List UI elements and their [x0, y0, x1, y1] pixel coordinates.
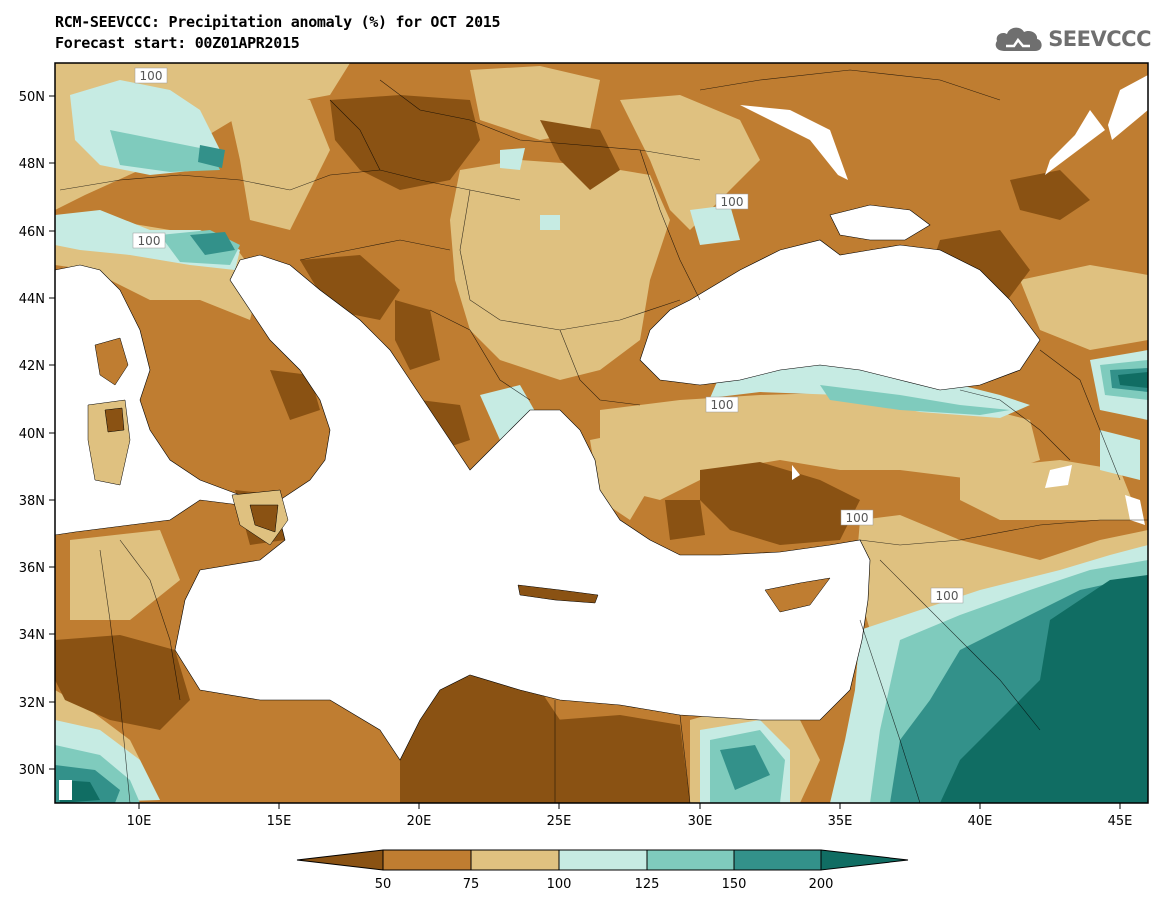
contour-label: 100 — [846, 511, 869, 525]
colorbar-label: 150 — [722, 877, 747, 892]
colorbar — [296, 849, 909, 871]
colorbar-segment — [470, 849, 560, 871]
lat-tick-label: 32N — [19, 696, 45, 711]
map-field — [55, 63, 1148, 803]
lat-tick-label: 42N — [19, 359, 45, 374]
lon-tick-label: 25E — [547, 814, 572, 829]
forecast-start: Forecast start: 00Z01APR2015 — [55, 34, 300, 52]
colorbar-segment — [296, 849, 384, 871]
contour-label: 100 — [711, 398, 734, 412]
lat-tick-label: 40N — [19, 427, 45, 442]
colorbar-label: 200 — [809, 877, 834, 892]
contour-label: 100 — [721, 195, 744, 209]
colorbar-label: 100 — [547, 877, 572, 892]
contour-labels: 100 100 100 100 100 100 — [132, 67, 964, 604]
map-title: RCM-SEEVCCC: Precipitation anomaly (%) f… — [55, 13, 501, 31]
lon-tick-label: 35E — [828, 814, 853, 829]
lat-tick-label: 48N — [19, 157, 45, 172]
lat-tick-label: 38N — [19, 494, 45, 509]
colorbar-segment — [646, 849, 735, 871]
lon-tick-labels: 10E 15E 20E 25E 30E 35E 40E 45E — [127, 814, 1133, 829]
colorbar-label: 125 — [635, 877, 660, 892]
colorbar-segment — [558, 849, 648, 871]
no-data-patches — [59, 75, 1148, 800]
colorbar-segment — [820, 849, 909, 871]
colorbar-labels: 50 75 100 125 150 200 — [375, 877, 834, 892]
lon-ticks — [138, 803, 1121, 809]
lon-tick-label: 45E — [1108, 814, 1133, 829]
logo: SEEVCCC — [992, 24, 1151, 54]
country-borders — [59, 69, 1148, 803]
contour-label: 100 — [138, 234, 161, 248]
lat-ticks — [49, 95, 55, 770]
lat-tick-label: 36N — [19, 561, 45, 576]
logo-text: SEEVCCC — [1048, 27, 1151, 51]
lon-tick-label: 15E — [267, 814, 292, 829]
lat-tick-label: 30N — [19, 763, 45, 778]
contour-label: 100 — [936, 589, 959, 603]
lon-tick-label: 40E — [968, 814, 993, 829]
lat-tick-label: 46N — [19, 225, 45, 240]
lat-tick-labels: 30N 32N 34N 36N 38N 40N 42N 44N 46N 48N … — [19, 90, 45, 778]
lat-tick-label: 34N — [19, 628, 45, 643]
islands — [87, 337, 831, 613]
lon-tick-label: 10E — [127, 814, 152, 829]
lon-tick-label: 20E — [407, 814, 432, 829]
contour-label: 100 — [140, 69, 163, 83]
colorbar-segment — [382, 849, 472, 871]
lon-tick-label: 30E — [688, 814, 713, 829]
sea-areas — [55, 204, 1041, 761]
lat-tick-label: 50N — [19, 90, 45, 105]
colorbar-label: 75 — [463, 877, 480, 892]
colorbar-segment — [733, 849, 822, 871]
colorbar-label: 50 — [375, 877, 392, 892]
lat-tick-label: 44N — [19, 292, 45, 307]
cloud-icon — [995, 27, 1042, 51]
